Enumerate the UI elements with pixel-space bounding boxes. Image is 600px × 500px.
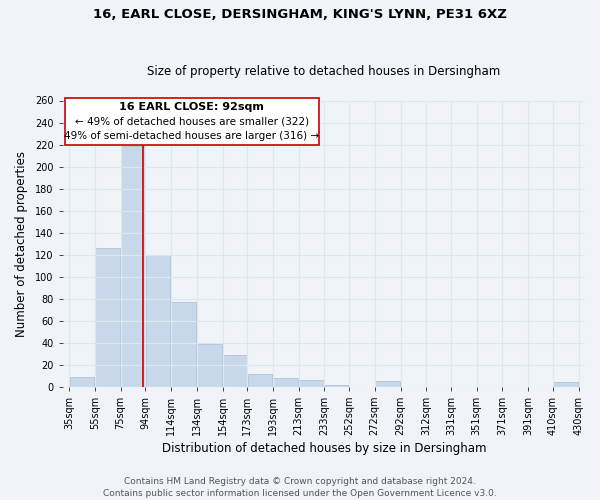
Bar (197, 344, 222, 386)
FancyBboxPatch shape (65, 98, 319, 145)
Bar (223, 354, 247, 386)
X-axis label: Distribution of detached houses by size in Dersingham: Distribution of detached houses by size … (161, 442, 486, 455)
Text: Contains HM Land Registry data © Crown copyright and database right 2024.
Contai: Contains HM Land Registry data © Crown c… (103, 476, 497, 498)
Title: Size of property relative to detached houses in Dersingham: Size of property relative to detached ho… (147, 66, 500, 78)
Bar (146, 254, 170, 386)
Bar (248, 374, 272, 386)
Text: ← 49% of detached houses are smaller (322): ← 49% of detached houses are smaller (32… (75, 116, 309, 126)
Bar (121, 146, 145, 386)
Bar (299, 380, 324, 386)
Bar (95, 248, 120, 386)
Y-axis label: Number of detached properties: Number of detached properties (15, 150, 28, 336)
Bar (172, 302, 196, 386)
Bar (375, 381, 400, 386)
Bar (553, 382, 578, 386)
Text: 49% of semi-detached houses are larger (316) →: 49% of semi-detached houses are larger (… (64, 132, 319, 141)
Bar (70, 376, 94, 386)
Bar (274, 378, 298, 386)
Text: 16, EARL CLOSE, DERSINGHAM, KING'S LYNN, PE31 6XZ: 16, EARL CLOSE, DERSINGHAM, KING'S LYNN,… (93, 8, 507, 20)
Text: 16 EARL CLOSE: 92sqm: 16 EARL CLOSE: 92sqm (119, 102, 265, 112)
